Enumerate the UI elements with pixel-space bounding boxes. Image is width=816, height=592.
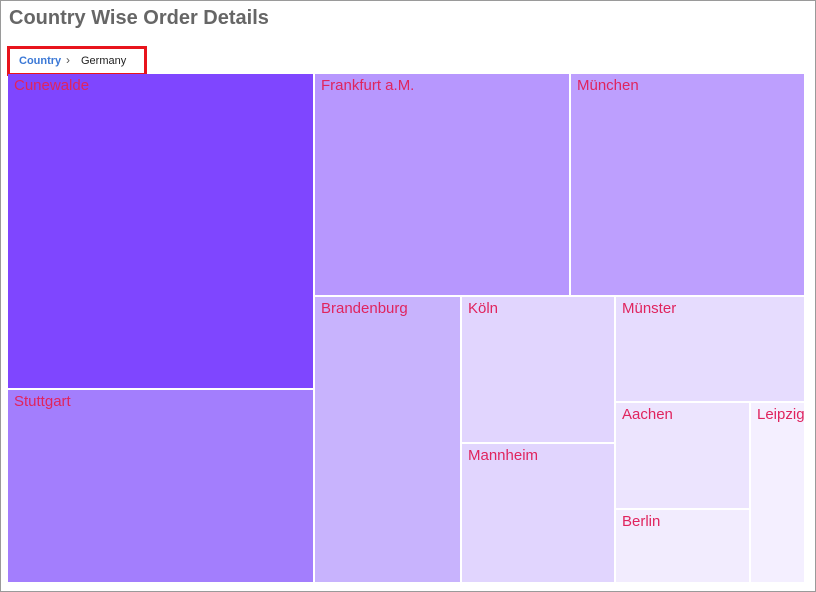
tile-label: Münster	[622, 300, 677, 317]
breadcrumb-separator: ›	[66, 53, 70, 67]
tile[interactable]: Köln	[462, 297, 614, 442]
breadcrumb: Country › Germany	[7, 46, 147, 76]
tile[interactable]: Berlin	[616, 510, 749, 582]
tile[interactable]: Leipzig	[751, 403, 804, 582]
tile[interactable]: Münster	[616, 297, 804, 401]
tile-label: Brandenburg	[321, 300, 408, 317]
breadcrumb-current: Germany	[81, 55, 127, 67]
tile-label: Aachen	[622, 406, 673, 423]
tile-label: München	[577, 77, 639, 94]
tile-label: Leipzig	[757, 406, 804, 423]
breadcrumb-link[interactable]: Country	[19, 55, 62, 67]
tile-label: Mannheim	[468, 447, 539, 464]
tile[interactable]: Frankfurt a.M.	[315, 74, 569, 295]
tile-label: Cunewalde	[14, 77, 90, 94]
tile[interactable]: Cunewalde	[8, 74, 313, 388]
tile-label: Berlin	[622, 513, 661, 530]
page-title: Country Wise Order Details	[9, 7, 269, 29]
tile[interactable]: Stuttgart	[8, 390, 313, 582]
tile-label: Köln	[468, 300, 499, 317]
tile[interactable]: Mannheim	[462, 444, 614, 582]
tile-label: Frankfurt a.M.	[321, 77, 415, 94]
tile[interactable]: Aachen	[616, 403, 749, 508]
tile-label: Stuttgart	[14, 393, 71, 410]
tile[interactable]: Brandenburg	[315, 297, 460, 582]
tile[interactable]: München	[571, 74, 804, 295]
